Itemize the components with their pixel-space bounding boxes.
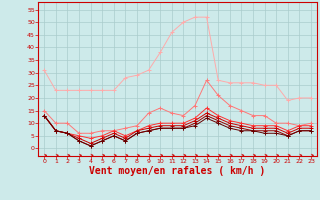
- X-axis label: Vent moyen/en rafales ( km/h ): Vent moyen/en rafales ( km/h ): [90, 166, 266, 176]
